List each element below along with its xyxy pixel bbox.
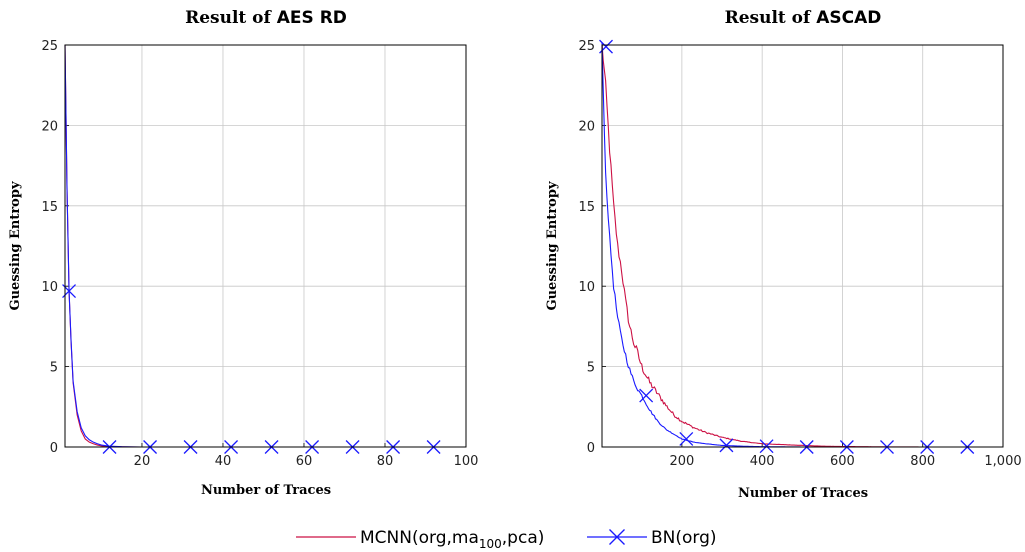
y-tick-label: 15 [41, 200, 58, 215]
x-axis-label: Number of Traces [201, 483, 331, 498]
x-tick-label: 400 [750, 454, 775, 469]
x-axis-label: Number of Traces [738, 486, 868, 501]
legend-label-mcnn: MCNN(org,ma100,pca) [360, 528, 544, 551]
grid [602, 45, 1003, 447]
y-axis-label: Guessing Entropy [545, 181, 560, 310]
legend-label-bn: BN(org) [651, 528, 717, 548]
chart-aes-rd: Result of AES RD Number of Traces Guessi… [8, 8, 478, 498]
marker-x [679, 432, 694, 446]
y-tick-label: 20 [578, 119, 595, 134]
x-tick-label: 40 [215, 454, 232, 469]
x-tick-label: 80 [377, 454, 394, 469]
legend-marker-x-icon [609, 529, 625, 545]
y-tick-label: 15 [578, 200, 595, 215]
plot-frame [601, 44, 1004, 448]
x-tick-label: 600 [830, 454, 855, 469]
y-tick-label: 0 [587, 441, 595, 456]
y-tick-label: 25 [41, 39, 58, 54]
series-line-mcnn [64, 44, 466, 448]
marker-x [719, 438, 734, 453]
y-tick-label: 20 [41, 119, 58, 134]
x-tick-label: 1,000 [984, 454, 1021, 469]
series-line-bn [601, 42, 1003, 448]
marker-x [759, 439, 774, 454]
y-tick-label: 10 [41, 280, 58, 295]
marker-x [639, 388, 654, 403]
chart-ascad: Result of ASCAD Number of Traces Guessin… [545, 8, 1022, 501]
y-tick-label: 0 [50, 441, 58, 456]
grid [65, 45, 466, 447]
y-tick-label: 5 [587, 361, 595, 376]
marker-x [609, 529, 625, 545]
x-tick-label: 20 [134, 454, 151, 469]
series-line-mcnn [601, 43, 1003, 448]
y-tick-label: 25 [578, 39, 595, 54]
x-tick-label: 60 [296, 454, 313, 469]
x-tick-label: 800 [910, 454, 935, 469]
series-line-bn [64, 44, 466, 448]
x-tick-label: 200 [669, 454, 694, 469]
plot-frame [64, 44, 467, 448]
y-tick-label: 5 [50, 361, 58, 376]
x-tick-label: 100 [454, 454, 479, 469]
chart-title: Result of AES RD [185, 8, 347, 28]
legend: MCNN(org,ma100,pca) BN(org) [296, 528, 717, 551]
marker-x [599, 39, 613, 54]
y-axis-label: Guessing Entropy [8, 181, 23, 310]
y-tick-label: 10 [578, 280, 595, 295]
chart-title: Result of ASCAD [725, 8, 882, 28]
